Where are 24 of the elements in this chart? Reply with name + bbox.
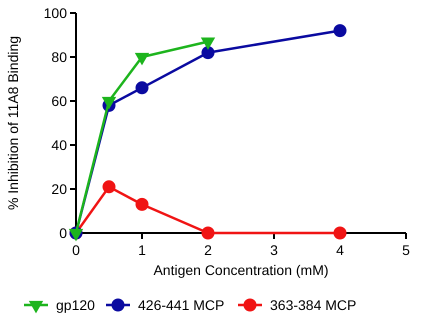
- legend-label: 426-441 MCP: [138, 296, 224, 313]
- x-tick-label: 5: [402, 242, 410, 258]
- y-tick-label: 20: [51, 180, 68, 197]
- point: [136, 81, 148, 94]
- x-tick-label: 3: [270, 242, 278, 258]
- legend-label: 363-384 MCP: [270, 296, 356, 313]
- y-tick-label: 80: [51, 48, 68, 65]
- x-tick-label: 2: [204, 242, 212, 258]
- point: [202, 46, 214, 60]
- y-tick-label: 0: [59, 224, 68, 241]
- x-tick-label: 0: [72, 242, 80, 258]
- point: [202, 226, 214, 240]
- y-axis-title: % Inhibition of 11A8 Binding: [5, 36, 21, 210]
- point: [136, 198, 148, 211]
- x-axis-title: Antigen Concentration (mM): [153, 262, 329, 278]
- legend-label: gp120: [56, 296, 96, 313]
- point: [334, 226, 346, 240]
- x-tick-label: 1: [138, 242, 146, 258]
- y-tick-label: 40: [51, 136, 68, 153]
- x-tick-label: 4: [336, 242, 344, 258]
- point: [334, 24, 346, 38]
- y-tick-label: 100: [44, 4, 68, 21]
- point: [102, 180, 116, 194]
- y-tick-label: 60: [51, 92, 68, 109]
